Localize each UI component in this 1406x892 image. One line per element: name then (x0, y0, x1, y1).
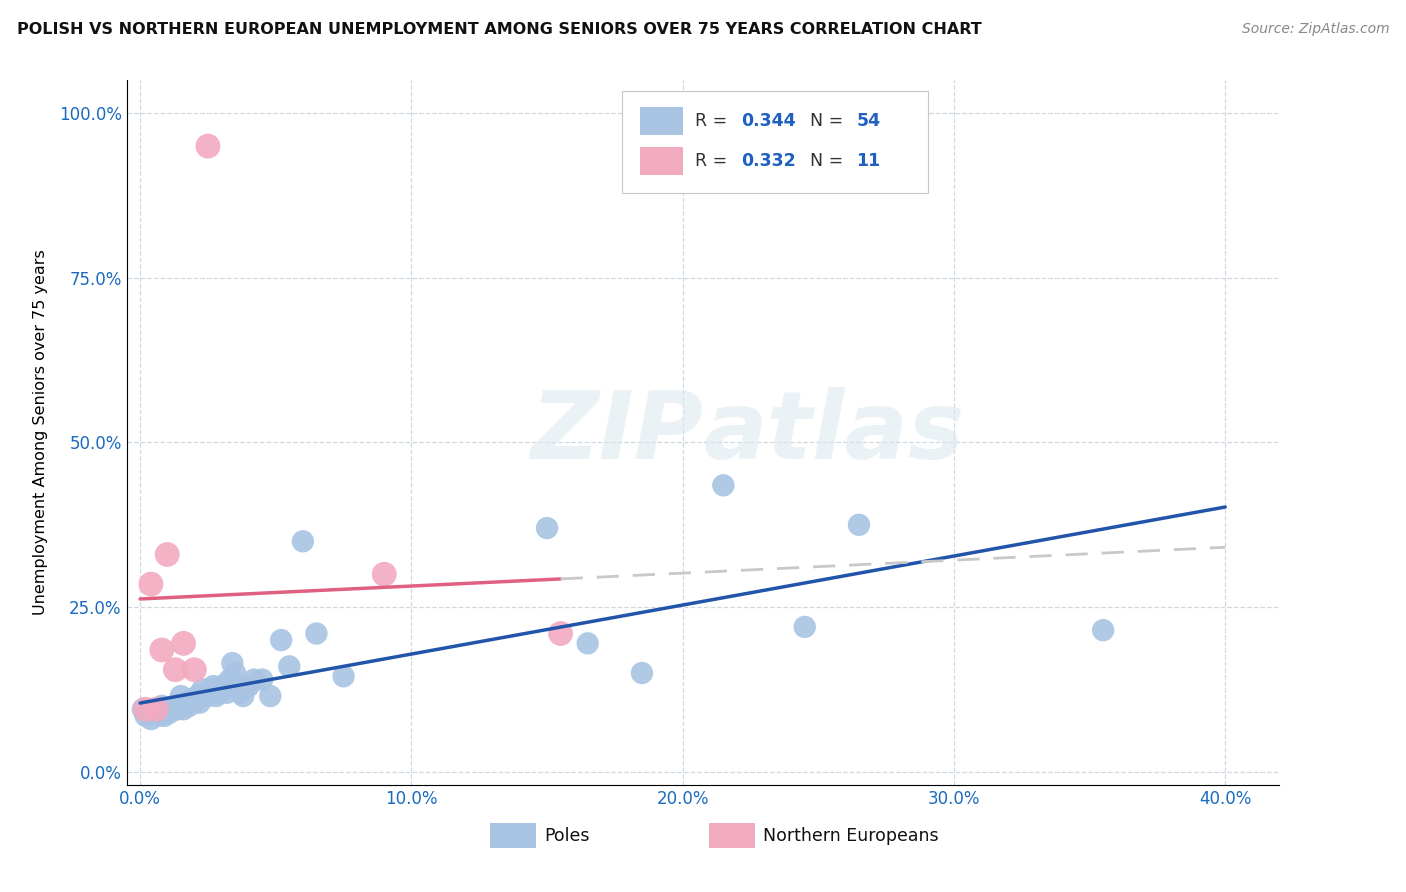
Point (136, 706, 159, 720)
Point (153, 708, 176, 723)
Text: Source: ZipAtlas.com: Source: ZipAtlas.com (1241, 22, 1389, 37)
Point (186, 689, 208, 703)
Point (197, 689, 219, 703)
Text: R =: R = (695, 112, 733, 130)
Point (170, 689, 193, 703)
Point (250, 673, 273, 687)
Point (173, 636, 195, 650)
Text: atlas: atlas (703, 386, 965, 479)
Point (243, 673, 266, 687)
Point (793, 620, 815, 634)
Point (848, 517, 870, 532)
Point (139, 577, 162, 591)
FancyBboxPatch shape (640, 107, 683, 136)
Point (215, 686, 238, 700)
Text: 0.344: 0.344 (741, 112, 796, 130)
Point (373, 567, 395, 582)
Point (576, 636, 599, 650)
Point (212, 682, 235, 697)
Point (238, 679, 260, 693)
Point (1092, 623, 1115, 637)
Point (218, 673, 240, 687)
Point (229, 686, 252, 700)
Point (167, 702, 190, 716)
Point (270, 633, 292, 648)
Point (197, 139, 219, 153)
Point (631, 665, 654, 680)
Point (183, 696, 205, 710)
Point (224, 665, 246, 680)
Text: N =: N = (810, 112, 849, 130)
Text: N =: N = (810, 153, 849, 170)
Point (162, 702, 184, 716)
Point (211, 679, 233, 693)
Point (180, 692, 202, 706)
Point (142, 702, 165, 716)
Point (194, 689, 217, 703)
Point (232, 689, 254, 703)
Text: POLISH VS NORTHERN EUROPEAN UNEMPLOYMENT AMONG SENIORS OVER 75 YEARS CORRELATION: POLISH VS NORTHERN EUROPEAN UNEMPLOYMENT… (17, 22, 981, 37)
Point (191, 682, 214, 697)
Point (332, 669, 354, 683)
Point (174, 696, 197, 710)
Point (165, 663, 187, 677)
Text: R =: R = (695, 153, 733, 170)
FancyBboxPatch shape (640, 147, 683, 176)
Point (150, 698, 173, 713)
Point (173, 702, 195, 716)
Y-axis label: Unemployment Among Seniors over 75 years: Unemployment Among Seniors over 75 years (32, 250, 48, 615)
Text: ZIP: ZIP (530, 386, 703, 479)
FancyBboxPatch shape (709, 823, 755, 848)
Point (278, 659, 301, 673)
Point (221, 656, 243, 670)
FancyBboxPatch shape (489, 823, 536, 848)
Text: Northern Europeans: Northern Europeans (763, 827, 939, 845)
Point (156, 702, 179, 716)
Point (135, 708, 157, 723)
Point (550, 626, 572, 640)
Point (132, 702, 155, 716)
Point (226, 679, 249, 693)
Point (188, 696, 211, 710)
Text: 11: 11 (856, 153, 880, 170)
Point (145, 706, 167, 720)
Text: Poles: Poles (544, 827, 589, 845)
Point (150, 643, 173, 657)
Text: 0.332: 0.332 (741, 153, 796, 170)
Point (135, 702, 157, 716)
Point (183, 663, 205, 677)
Point (208, 686, 231, 700)
Point (536, 521, 558, 535)
Point (205, 689, 228, 703)
Point (139, 712, 162, 726)
Point (177, 698, 200, 713)
Point (165, 698, 187, 713)
Point (156, 548, 179, 562)
Point (259, 689, 281, 703)
Point (202, 679, 225, 693)
Point (711, 478, 734, 492)
FancyBboxPatch shape (623, 91, 928, 193)
Text: 54: 54 (856, 112, 880, 130)
Point (291, 534, 314, 549)
Point (305, 626, 328, 640)
Point (200, 682, 222, 697)
Point (159, 706, 181, 720)
Point (148, 708, 170, 723)
Point (145, 702, 167, 716)
